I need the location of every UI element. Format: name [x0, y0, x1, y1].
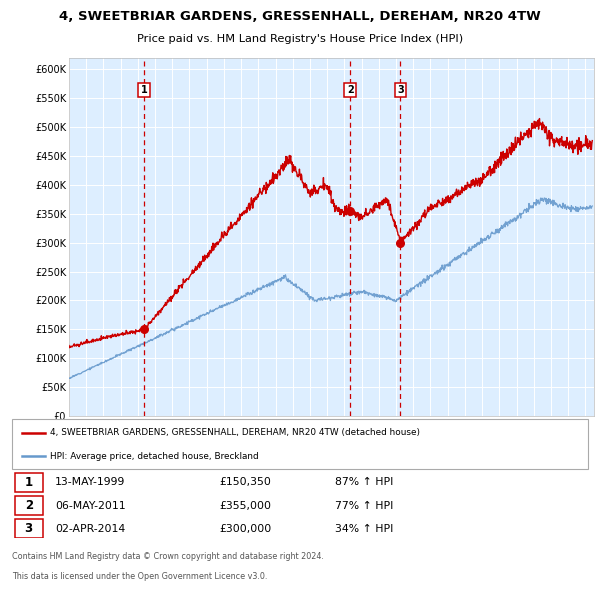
FancyBboxPatch shape [15, 496, 43, 515]
FancyBboxPatch shape [15, 519, 43, 538]
Text: 2: 2 [347, 85, 353, 95]
Text: 87% ↑ HPI: 87% ↑ HPI [335, 477, 393, 487]
Text: Price paid vs. HM Land Registry's House Price Index (HPI): Price paid vs. HM Land Registry's House … [137, 34, 463, 44]
Text: This data is licensed under the Open Government Licence v3.0.: This data is licensed under the Open Gov… [12, 572, 268, 582]
Text: 02-APR-2014: 02-APR-2014 [55, 523, 125, 533]
Text: 1: 1 [25, 476, 33, 489]
Text: 34% ↑ HPI: 34% ↑ HPI [335, 523, 393, 533]
Text: HPI: Average price, detached house, Breckland: HPI: Average price, detached house, Brec… [50, 451, 259, 461]
FancyBboxPatch shape [12, 419, 588, 469]
Text: 4, SWEETBRIAR GARDENS, GRESSENHALL, DEREHAM, NR20 4TW: 4, SWEETBRIAR GARDENS, GRESSENHALL, DERE… [59, 10, 541, 23]
Text: 06-MAY-2011: 06-MAY-2011 [55, 500, 126, 510]
Text: 13-MAY-1999: 13-MAY-1999 [55, 477, 125, 487]
Text: 2: 2 [25, 499, 33, 512]
Text: 1: 1 [141, 85, 148, 95]
Text: Contains HM Land Registry data © Crown copyright and database right 2024.: Contains HM Land Registry data © Crown c… [12, 552, 324, 562]
Text: 3: 3 [397, 85, 404, 95]
Text: £300,000: £300,000 [220, 523, 272, 533]
Text: £150,350: £150,350 [220, 477, 271, 487]
FancyBboxPatch shape [15, 473, 43, 492]
Text: 4, SWEETBRIAR GARDENS, GRESSENHALL, DEREHAM, NR20 4TW (detached house): 4, SWEETBRIAR GARDENS, GRESSENHALL, DERE… [50, 428, 420, 437]
Text: 3: 3 [25, 522, 33, 535]
Text: 77% ↑ HPI: 77% ↑ HPI [335, 500, 393, 510]
Text: £355,000: £355,000 [220, 500, 271, 510]
